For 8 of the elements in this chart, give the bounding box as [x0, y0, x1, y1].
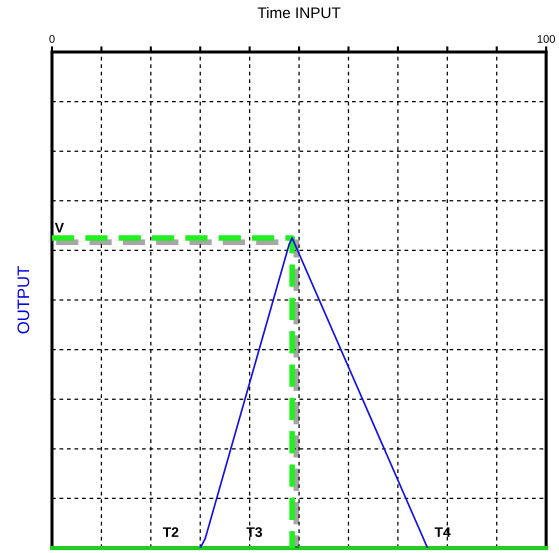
annotation: T4 — [434, 527, 451, 537]
annotation: V — [54, 222, 64, 232]
x-axis-title: Time INPUT — [258, 6, 340, 18]
annotation: T2 — [162, 527, 178, 537]
annotation: T3 — [246, 527, 262, 538]
x-tick-label: 0 — [49, 34, 55, 43]
x-tick-label: 100 — [538, 34, 555, 43]
y-axis-title: OUTPUT — [17, 266, 30, 334]
